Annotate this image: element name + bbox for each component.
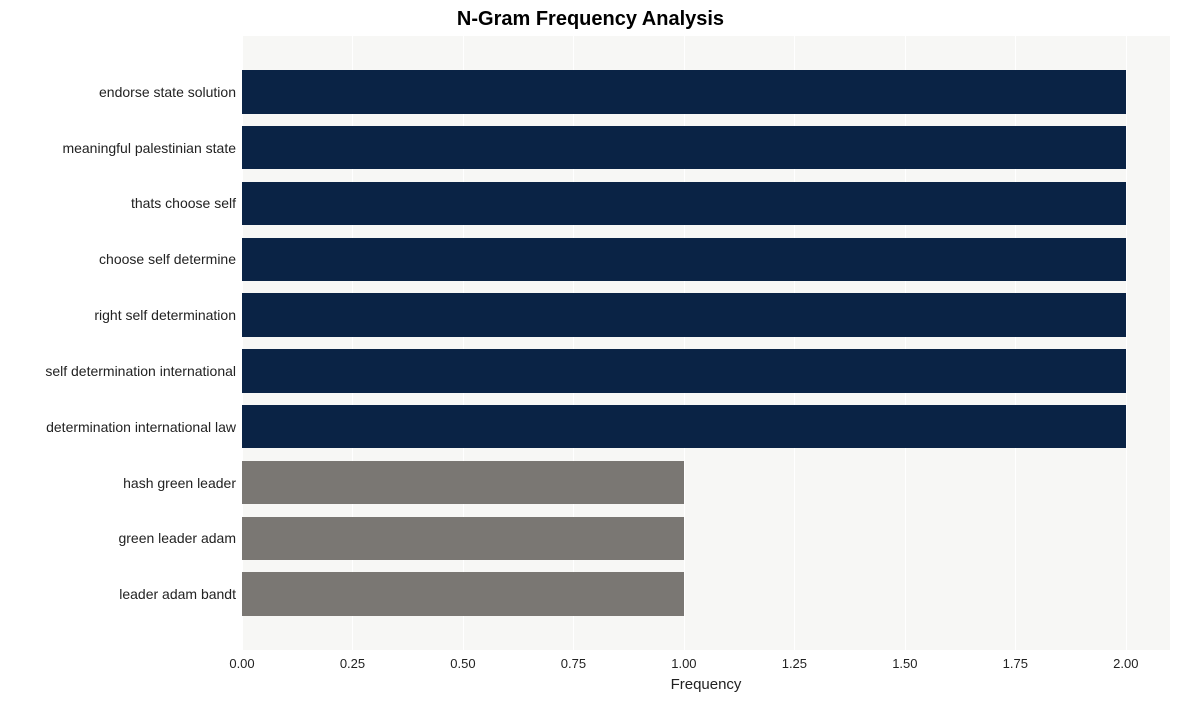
y-tick-label: hash green leader (123, 475, 236, 491)
bar (242, 293, 1126, 337)
chart-title: N-Gram Frequency Analysis (0, 8, 1181, 31)
y-tick-label: self determination international (45, 363, 236, 379)
x-tick-label: 0.50 (450, 656, 475, 671)
grid-line (1126, 36, 1127, 650)
x-tick-label: 0.25 (340, 656, 365, 671)
bar (242, 461, 684, 505)
x-axis-title: Frequency (242, 676, 1170, 693)
bar (242, 572, 684, 616)
bar (242, 349, 1126, 393)
bar (242, 238, 1126, 282)
bar (242, 517, 684, 561)
ngram-chart: N-Gram Frequency Analysis Frequency endo… (0, 0, 1181, 701)
y-tick-label: green leader adam (118, 530, 236, 546)
y-tick-label: endorse state solution (99, 84, 236, 100)
bar (242, 70, 1126, 114)
x-tick-label: 0.75 (561, 656, 586, 671)
x-tick-label: 1.50 (892, 656, 917, 671)
y-tick-label: determination international law (46, 419, 236, 435)
y-tick-label: meaningful palestinian state (62, 140, 236, 156)
x-tick-label: 0.00 (229, 656, 254, 671)
x-tick-label: 1.25 (782, 656, 807, 671)
y-tick-label: choose self determine (99, 251, 236, 267)
x-tick-label: 1.75 (1003, 656, 1028, 671)
y-tick-label: leader adam bandt (119, 586, 236, 602)
bar (242, 405, 1126, 449)
x-tick-label: 2.00 (1113, 656, 1138, 671)
bar (242, 126, 1126, 170)
y-tick-label: thats choose self (131, 195, 236, 211)
y-tick-label: right self determination (94, 307, 236, 323)
plot-area (242, 36, 1170, 650)
bar (242, 182, 1126, 226)
x-tick-label: 1.00 (671, 656, 696, 671)
